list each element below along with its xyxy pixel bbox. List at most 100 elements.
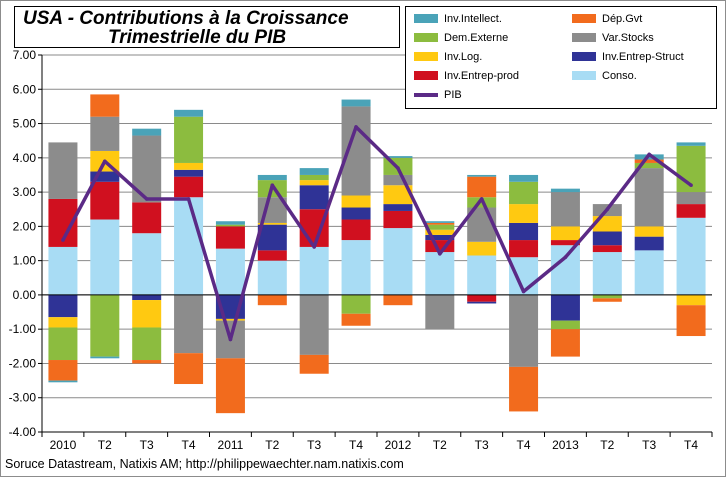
y-tick-label: 1.00 [13,254,37,268]
x-tick-label: 2011 [218,438,244,452]
pib-point-13 [606,207,610,211]
bar-dep_gvt-6 [300,355,329,374]
bar-dep_gvt-8 [383,295,412,305]
bar-inv_entrep_prod-10 [467,295,496,302]
bar-inv_log-3 [174,163,203,170]
bar-inv_entrep_prod-13 [593,245,622,252]
pib-point-14 [647,153,651,157]
pib-point-5 [271,183,275,187]
pib-point-10 [480,197,484,201]
bar-inv_entrep_prod-8 [383,211,412,228]
bar-inv_entrep_prod-15 [677,204,706,218]
legend-label-conso: Conso. [602,69,637,83]
y-tick-label: 3.00 [13,185,37,199]
bar-dep_gvt-2 [132,360,161,363]
y-tick-label: 2.00 [13,219,37,233]
bar-inv_entrep_prod-3 [174,177,203,198]
bar-dep_gvt-7 [342,314,371,326]
bar-inv_entrep_struct-6 [300,185,329,209]
x-tick-label: T3 [475,438,489,452]
bar-inv_entrep_prod-1 [90,182,119,220]
bar-dep_gvt-3 [174,353,203,384]
legend-swatch-conso [572,71,596,80]
bar-dep_gvt-13 [593,298,622,301]
bar-inv_log-0 [48,317,77,327]
x-tick-label: 2013 [552,438,579,452]
y-tick-label: -2.00 [9,356,37,370]
bar-inv_entrep_prod-4 [216,226,245,248]
bar-dep_gvt-9 [425,223,454,225]
bar-dem_externe-0 [48,327,77,360]
pib-point-3 [187,197,191,201]
bar-dem_externe-6 [300,175,329,180]
chart-legend: Inv.Intellect. Dép.Gvt Dem.Externe Var.Stoc… [405,6,717,109]
bar-dep_gvt-15 [677,305,706,336]
x-tick-label: T4 [684,438,698,452]
y-tick-label: 4.00 [13,151,37,165]
bar-var_stocks-12 [551,192,580,226]
x-tick-label: T4 [517,438,531,452]
bar-dem_externe-7 [342,295,371,314]
bar-conso-2 [132,233,161,295]
bar-inv_entrep_struct-10 [467,302,496,304]
bar-dem_externe-3 [174,117,203,163]
pib-point-4 [229,338,233,342]
x-tick-label: T4 [349,438,363,452]
bar-inv_log-12 [551,226,580,240]
bar-inv_intellect-7 [342,100,371,107]
bar-inv_log-10 [467,242,496,256]
bar-dem_externe-4 [216,225,245,227]
bar-dem_externe-12 [551,321,580,330]
y-tick-label: 5.00 [13,117,37,131]
bar-conso-1 [90,220,119,295]
bar-dep_gvt-4 [216,358,245,413]
bar-var_stocks-3 [174,295,203,353]
bar-inv_entrep_prod-7 [342,220,371,241]
legend-label-inv_entrep_prod: Inv.Entrep-prod [444,69,519,83]
legend-swatch-inv_intellect [414,14,438,23]
bar-var_stocks-14 [635,168,664,226]
bar-inv_entrep_struct-3 [174,170,203,177]
bar-dem_externe-11 [509,182,538,204]
chart-title-line2: Trimestrielle du PIB [108,28,286,48]
y-tick-label: 0.00 [13,288,37,302]
bar-dep_gvt-11 [509,367,538,412]
legend-swatch-dep_gvt [572,14,596,23]
legend-label-dep_gvt: Dép.Gvt [602,12,642,26]
x-tick-label: 2010 [50,438,77,452]
y-tick-label: -4.00 [9,425,37,439]
bar-dem_externe-9 [425,225,454,230]
bar-conso-4 [216,249,245,295]
bar-inv_intellect-2 [132,129,161,136]
x-tick-label: T3 [642,438,656,452]
bar-inv_intellect-4 [216,221,245,224]
pib-point-2 [145,197,149,201]
bar-conso-10 [467,255,496,294]
chart-title-box: USA - Contributions à la Croissance Trim… [14,6,400,48]
bar-var_stocks-0 [48,142,77,199]
x-tick-label: T2 [265,438,279,452]
bar-conso-9 [425,252,454,295]
legend-swatch-var_stocks [572,33,596,42]
bar-dep_gvt-1 [90,94,119,116]
bar-dep_gvt-12 [551,329,580,356]
x-tick-label: T2 [600,438,614,452]
legend-swatch-inv_entrep_prod [414,71,438,80]
bar-inv_intellect-15 [677,142,706,145]
y-tick-label: -3.00 [9,391,37,405]
bar-inv_intellect-0 [48,381,77,383]
chart-title-line1: USA - Contributions à la Croissance [23,9,349,29]
legend-swatch-pib [414,93,438,97]
legend-label-dem_externe: Dem.Externe [444,31,508,45]
bar-dem_externe-2 [132,327,161,360]
bar-conso-12 [551,245,580,295]
legend-label-inv_entrep_struct: Inv.Entrep-Struct [602,50,684,64]
bar-inv_entrep_struct-14 [635,237,664,251]
bar-var_stocks-15 [677,192,706,204]
bar-inv_intellect-12 [551,189,580,192]
bar-inv_intellect-5 [258,175,287,180]
legend-label-inv_intellect: Inv.Intellect. [444,12,502,26]
bar-inv_intellect-6 [300,168,329,175]
pib-point-6 [312,245,316,249]
bar-conso-8 [383,228,412,295]
